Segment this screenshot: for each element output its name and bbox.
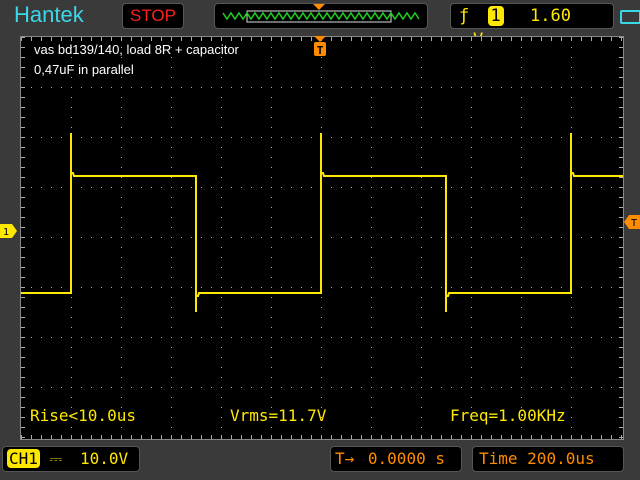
svg-text:1: 1 [3, 227, 9, 238]
trigger-position-value: 0.0000 [367, 449, 426, 468]
ch1-waveform [21, 133, 623, 312]
timebase-label: Time [479, 449, 518, 468]
frequency-measurement: Freq=1.00KHz [450, 406, 566, 425]
brand-logo: Hantek [14, 2, 84, 27]
waveform-display [20, 36, 624, 440]
trigger-status[interactable]: ƒ 1 1.60 V [450, 3, 614, 50]
battery-icon [620, 10, 640, 24]
vrms-measurement: Vrms=11.7V [230, 406, 327, 425]
dc-coupling-icon: ⎓ [49, 449, 63, 468]
timebase-box[interactable]: Time 200.0us [472, 446, 624, 472]
rise-measurement: Rise<10.0us [30, 406, 136, 425]
trigger-source: 1 [487, 6, 504, 26]
run-stop-button[interactable]: STOP [122, 3, 184, 29]
ch1-scale-box[interactable]: CH1 ⎓ 10.0V [2, 446, 140, 472]
rising-edge-icon: ƒ [459, 6, 470, 26]
ch1-label: CH1 [7, 449, 40, 468]
trigger-position-box[interactable]: T→ 0.0000 s [330, 446, 462, 472]
annotation-line-2: 0,47uF in parallel [34, 62, 134, 77]
svg-text:T: T [317, 44, 324, 57]
trigger-level: 1.60 [530, 6, 571, 26]
memory-overview [214, 3, 428, 29]
svg-text:T: T [631, 218, 637, 229]
trigger-position-marker-icon[interactable]: T [312, 36, 328, 60]
timebase-value: 200.0us [527, 449, 595, 468]
trigger-position-unit: s [435, 449, 445, 468]
trigger-offset-icon: T→ [335, 449, 355, 468]
waveform-overview-icon [222, 4, 420, 23]
ch1-ground-marker-icon[interactable]: 1 [0, 224, 18, 238]
annotation-line-1: vas bd139/140, load 8R + capacitor [34, 42, 239, 57]
graticule [21, 37, 623, 439]
ch1-scale: 10.0V [79, 449, 129, 468]
trigger-level-marker-icon[interactable]: T [624, 215, 640, 229]
